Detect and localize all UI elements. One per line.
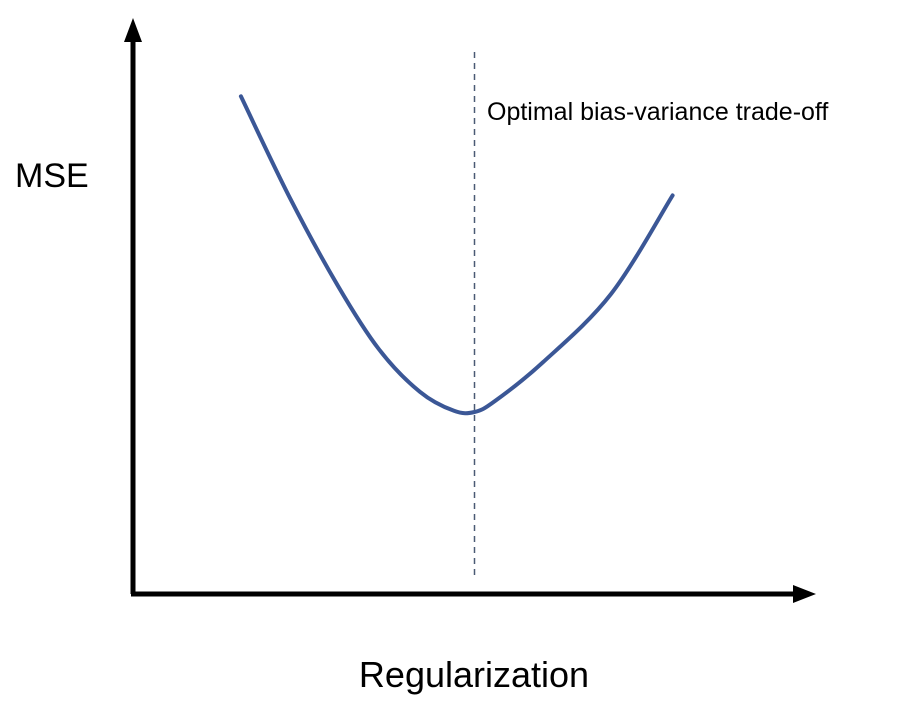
optimum-annotation: Optimal bias-variance trade-off bbox=[487, 98, 828, 126]
x-axis-arrow bbox=[793, 585, 816, 603]
x-axis-label: Regularization bbox=[359, 654, 589, 695]
y-axis-arrow bbox=[124, 18, 142, 42]
mse-curve bbox=[238, 94, 675, 416]
y-axis-label: MSE bbox=[15, 157, 89, 195]
axes bbox=[124, 18, 816, 603]
